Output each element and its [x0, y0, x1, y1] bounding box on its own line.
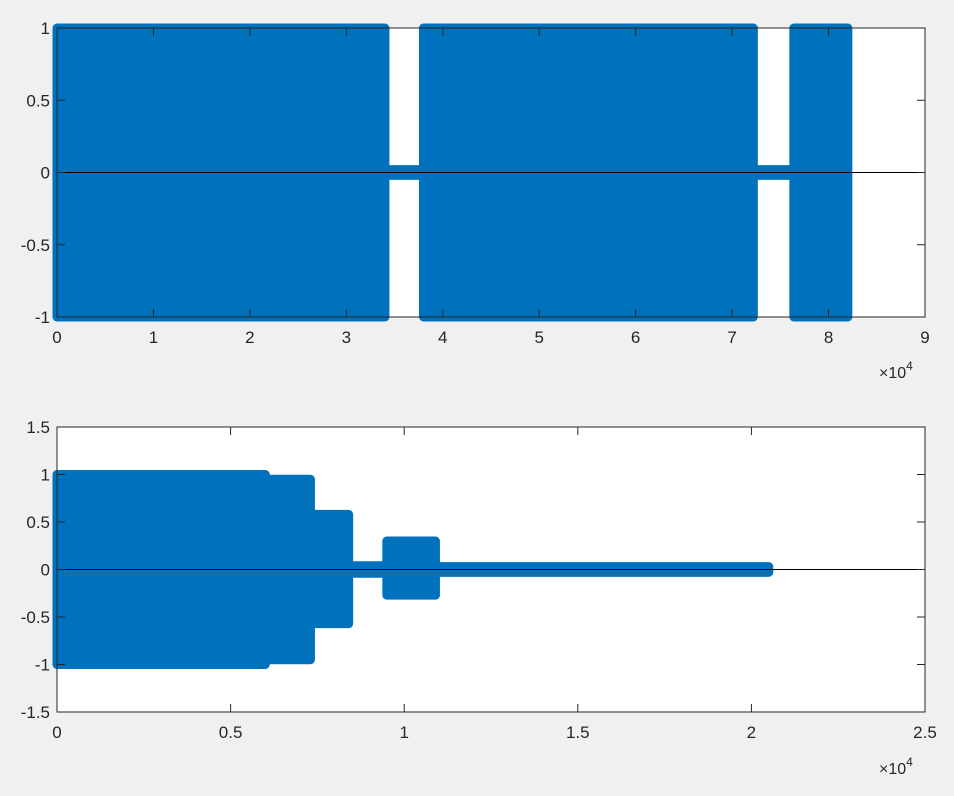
bottom-y-tick-label: -0.5 [21, 608, 50, 627]
top-y-tick-label: 1 [41, 19, 50, 38]
top-x-tick-label: 3 [342, 328, 351, 347]
top-y-tick-label: -0.5 [21, 236, 50, 255]
bottom-y-tick-label: -1.5 [21, 703, 50, 722]
top-x-tick-label: 9 [920, 328, 929, 347]
top-x-tick-label: 8 [824, 328, 833, 347]
top-x-tick-label: 5 [534, 328, 543, 347]
top-x-tick-label: 6 [631, 328, 640, 347]
bottom-x-tick-label: 0 [52, 723, 61, 742]
bottom-x-tick-label: 2 [747, 723, 756, 742]
bottom-y-tick-label: -1 [35, 656, 50, 675]
bottom-x-tick-label: 1 [399, 723, 408, 742]
top-y-tick-label: 0.5 [26, 91, 50, 110]
top-y-ticks: -1 -0.5 0 0.5 1 [21, 19, 925, 327]
bottom-x-tick-label: 1.5 [566, 723, 590, 742]
top-x-exponent-power: 4 [906, 359, 913, 373]
top-axes: 0 1 2 3 4 5 6 7 8 9 -1 -0.5 0 0.5 1 ×104 [21, 19, 930, 382]
bottom-y-ticks: -1.5 -1 -0.5 0 0.5 1 1.5 [21, 418, 925, 722]
top-x-exponent-label: ×104 [879, 359, 913, 382]
top-y-tick-label: 0 [41, 164, 50, 183]
bottom-scatter-band-4 [382, 536, 440, 600]
bottom-y-tick-label: 1 [41, 466, 50, 485]
top-x-tick-label: 1 [149, 328, 158, 347]
top-x-tick-label: 4 [438, 328, 447, 347]
bottom-y-tick-label: 0.5 [26, 513, 50, 532]
top-y-tick-label: -1 [35, 308, 50, 327]
bottom-y-tick-label: 0 [41, 561, 50, 580]
bottom-x-exponent-power: 4 [906, 755, 913, 769]
bottom-x-ticks: 0 0.5 1 1.5 2 2.5 [52, 427, 937, 742]
bottom-x-exponent-label: ×104 [879, 755, 913, 778]
bottom-x-tick-label: 0.5 [219, 723, 243, 742]
top-x-ticks: 0 1 2 3 4 5 6 7 8 9 [52, 28, 930, 347]
top-x-tick-label: 0 [52, 328, 61, 347]
bottom-y-tick-label: 1.5 [26, 418, 50, 437]
top-x-tick-label: 2 [245, 328, 254, 347]
bottom-axes: 0 0.5 1 1.5 2 2.5 -1.5 -1 -0.5 0 0.5 1 1.5 ×104 [21, 418, 937, 778]
bottom-x-tick-label: 2.5 [913, 723, 937, 742]
top-x-tick-label: 7 [727, 328, 736, 347]
